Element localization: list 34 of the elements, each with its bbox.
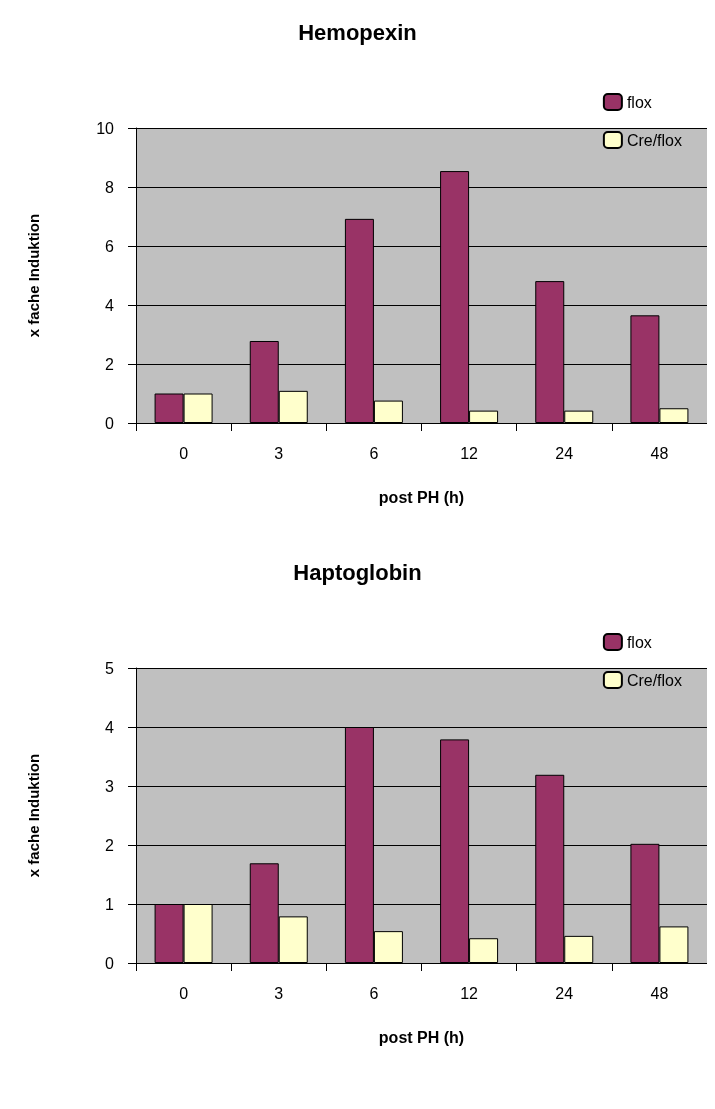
y-tick-label: 10 [96,119,115,137]
legend-label: flox [626,93,652,111]
y-tick-label: 0 [105,954,115,972]
x-axis-title: post PH (h) [378,488,465,506]
y-tick-label: 5 [105,659,115,677]
chart-title: Haptoglobin [293,559,422,585]
y-tick-label: 3 [105,777,115,795]
y-axis-title: x fache Induktion [25,753,42,878]
x-tick-label: 3 [274,444,284,462]
y-tick-label: 2 [105,355,115,373]
legend-label: flox [626,633,652,651]
x-axis-title: post PH (h) [378,1028,465,1046]
x-tick-label: 3 [274,984,284,1002]
x-tick-label: 24 [555,444,574,462]
chart-title: Hemopexin [298,19,417,45]
x-tick-label: 6 [369,444,379,462]
x-tick-label: 24 [555,984,574,1002]
x-tick-label: 0 [179,984,189,1002]
legend-label: Cre/flox [626,671,682,689]
y-tick-label: 8 [105,178,115,196]
x-tick-label: 6 [369,984,379,1002]
y-tick-label: 1 [105,895,115,913]
y-tick-label: 6 [105,237,115,255]
y-tick-label: 4 [105,296,115,314]
y-tick-label: 4 [105,718,115,736]
y-axis-title: x fache Induktion [25,213,42,338]
x-tick-label: 48 [650,444,669,462]
x-tick-label: 48 [650,984,669,1002]
x-tick-label: 12 [460,984,479,1002]
y-tick-label: 2 [105,836,115,854]
x-tick-label: 0 [179,444,189,462]
legend-label: Cre/flox [626,131,682,149]
x-tick-label: 12 [460,444,479,462]
y-tick-label: 0 [105,414,115,432]
